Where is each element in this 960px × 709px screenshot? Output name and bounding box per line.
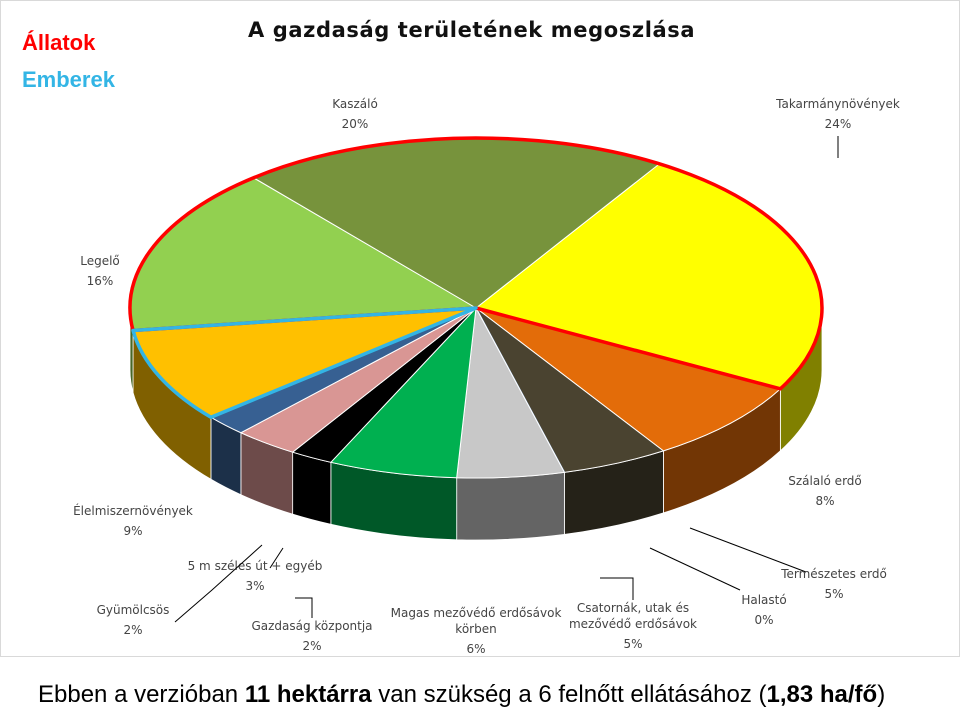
leader-line-csatornak-utak-es-mezovedo-erdosavok xyxy=(600,577,634,600)
data-label-halasto: Halastó 0% xyxy=(741,593,786,627)
data-label-termeszetes-erdo: Természetes erdő 5% xyxy=(780,567,887,601)
data-label-gyumolcsos: Gyümölcsös 2% xyxy=(97,603,170,637)
people-group-outline xyxy=(131,306,478,420)
footer-note: Ebben a verzióban 11 hektárra van szüksé… xyxy=(38,681,885,709)
footer-text-2: van szükség a 6 felnőtt ellátásához ( xyxy=(371,681,767,708)
pie-chart: Takarmánynövények 24% Szálaló erdő 8% Termés… xyxy=(73,97,900,656)
pie-side-csatornak-utak-es-mezovedo-erdosavok xyxy=(456,471,565,541)
animals-group-outline xyxy=(128,136,824,391)
legend-people: Emberek xyxy=(22,67,115,92)
legend-animals: Állatok xyxy=(22,30,96,55)
data-label-csatornak-utak-es-mezovedo-erdosavok: Csatornák, utak és mezővédő erdősávok 5% xyxy=(569,601,697,651)
data-label-szalalo-erdo: Szálaló erdő 8% xyxy=(788,474,862,508)
footer-bold-1: 11 hektárra xyxy=(244,681,372,708)
footer-bold-2: 1,83 ha/fő xyxy=(766,681,878,708)
footer-text-3: ) xyxy=(877,681,886,708)
data-label-magas-mezovedo-erdosavok-korben: Magas mezővédő erdősávok körben 6% xyxy=(391,606,562,656)
leader-line-termeszetes-erdo xyxy=(689,527,807,573)
leader-line-5-m-szeles-ut-egyeb xyxy=(269,547,284,569)
pie-slice-magas-mezovedo-erdosavok-korben xyxy=(329,306,477,479)
chart-title: A gazdaság területének megoszlása xyxy=(248,18,696,42)
footer-text-1: Ebben a verzióban xyxy=(38,681,245,708)
leader-line-halasto xyxy=(649,547,741,591)
leader-line-gyumolcsos xyxy=(174,544,263,623)
leader-line-gazdasag-kozpontja xyxy=(295,597,313,618)
data-label-legelo: Legelő 16% xyxy=(80,254,120,288)
data-label-elelmiszernovenyek: Élelmiszernövények 9% xyxy=(73,503,193,538)
pie-slice-szalalo-erdo xyxy=(475,307,782,452)
data-label-kaszalo: Kaszáló 20% xyxy=(332,97,378,131)
data-label-gazdasag-kozpontja: Gazdaság központja 2% xyxy=(251,619,372,653)
pie-side-gazdasag-kozpontja xyxy=(292,451,332,525)
data-label-5-m-szeles-ut-egyeb: 5 m széles út + egyéb 3% xyxy=(188,559,323,593)
data-label-takarmanynovenyek: Takarmánynövények 24% xyxy=(775,97,900,131)
